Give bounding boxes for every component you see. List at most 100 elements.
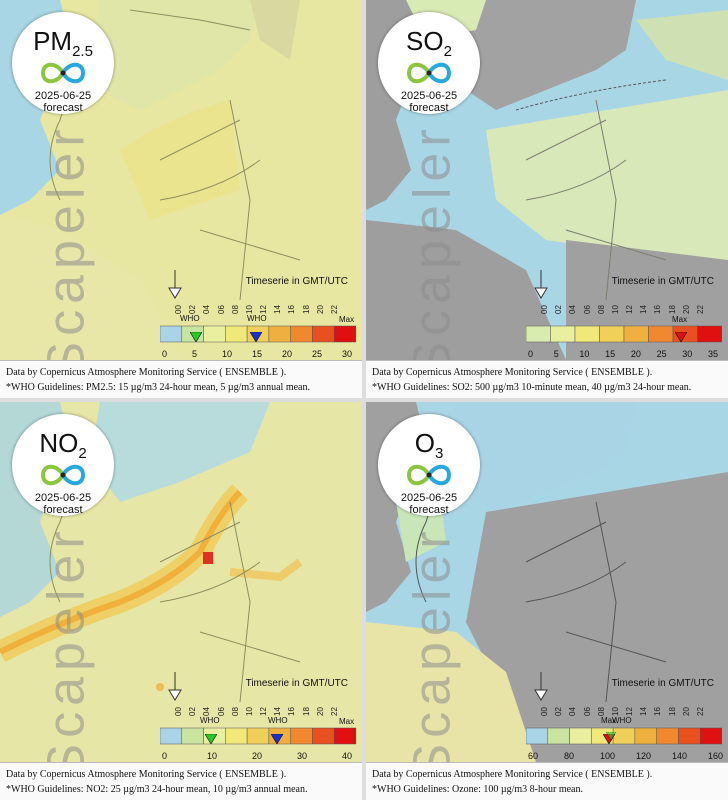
hour-tick[interactable]: 12 — [625, 305, 634, 314]
hour-tick[interactable]: 14 — [273, 707, 283, 716]
hour-tick[interactable]: 06 — [216, 707, 226, 716]
brand-watermark: Scapeler — [37, 525, 96, 779]
hour-tick[interactable]: 20 — [315, 305, 325, 314]
hour-tick[interactable]: 10 — [610, 707, 620, 716]
hour-tick[interactable]: 00 — [540, 305, 549, 314]
scale-swatch — [623, 325, 649, 343]
hour-tick[interactable]: 16 — [287, 707, 297, 716]
brand-watermark: Scapeler — [403, 123, 462, 377]
hour-tick[interactable]: 18 — [301, 305, 311, 314]
hour-tick[interactable]: 00 — [540, 707, 549, 716]
hour-tick[interactable]: 06 — [582, 707, 592, 716]
data-source-text: Data by Copernicus Atmosphere Monitoring… — [372, 367, 653, 378]
scale-swatch — [678, 727, 701, 745]
hour-timeline[interactable]: 00 02 04 06 08 10 12 14 16 18 20 22 — [538, 692, 708, 718]
hour-tick[interactable]: 14 — [639, 305, 649, 314]
forecast-date: 2025-06-25 — [34, 90, 92, 102]
scale-swatch — [333, 727, 356, 745]
hour-tick[interactable]: 16 — [653, 707, 663, 716]
scale-swatch — [550, 325, 576, 343]
hour-tick[interactable]: 14 — [639, 707, 649, 716]
hour-tick[interactable]: 18 — [301, 707, 311, 716]
scale-swatch — [526, 727, 549, 745]
hour-tick[interactable]: 04 — [568, 707, 578, 716]
who-marker-green-icon — [606, 732, 616, 740]
scale-swatch — [569, 727, 592, 745]
hour-tick[interactable]: 08 — [596, 305, 606, 314]
time-cursor-icon[interactable] — [534, 672, 548, 702]
scale-tick-label: 35 — [708, 349, 719, 359]
time-cursor-icon[interactable] — [534, 270, 548, 300]
hour-tick[interactable]: 16 — [287, 305, 297, 314]
infinity-logo-icon — [40, 62, 86, 84]
hour-tick[interactable]: 20 — [681, 707, 691, 716]
hour-tick[interactable]: 22 — [329, 305, 339, 314]
hour-tick[interactable]: 00 — [174, 707, 183, 716]
brand-watermark: Scapeler — [403, 525, 462, 779]
hour-tick[interactable]: 08 — [596, 707, 606, 716]
scale-swatch — [547, 727, 570, 745]
hour-tick[interactable]: 20 — [315, 707, 325, 716]
who-marker-blue-icon — [271, 734, 283, 744]
hour-tick[interactable]: 18 — [667, 707, 677, 716]
hour-timeline[interactable]: 00 02 04 06 08 10 12 14 16 18 20 22 — [172, 692, 342, 718]
pm25-map — [0, 0, 362, 360]
hour-tick[interactable]: 14 — [273, 305, 283, 314]
scale-tick-label: 10 — [222, 349, 233, 359]
hour-timeline[interactable]: 00 02 04 06 08 10 12 14 16 18 20 22 — [538, 290, 708, 316]
who-marker-blue-icon — [250, 332, 262, 342]
hour-tick[interactable]: 02 — [554, 707, 564, 716]
hour-tick[interactable]: 12 — [259, 305, 268, 314]
hour-tick[interactable]: 00 — [174, 305, 183, 314]
hour-tick[interactable]: 04 — [202, 305, 212, 314]
time-cursor-icon[interactable] — [168, 672, 182, 702]
hour-tick[interactable]: 02 — [554, 305, 564, 314]
scale-swatch — [648, 325, 674, 343]
scale-tick-label: 40 — [342, 751, 353, 761]
attribution-footer: Data by Copernicus Atmosphere Monitoring… — [0, 762, 362, 800]
scale-swatch — [225, 325, 248, 343]
scale-tick-label: 30 — [297, 751, 308, 761]
time-cursor-icon[interactable] — [168, 270, 182, 300]
scale-tick-label: 25 — [312, 349, 323, 359]
hour-tick[interactable]: 02 — [188, 305, 198, 314]
max-label: Max — [672, 315, 688, 324]
attribution-footer: Data by Copernicus Atmosphere Monitoring… — [366, 360, 728, 398]
hour-timeline[interactable]: 00 02 04 06 08 10 12 14 16 18 20 22 — [172, 290, 342, 316]
hour-tick[interactable]: 12 — [259, 707, 268, 716]
hour-tick[interactable]: 10 — [244, 707, 254, 716]
scale-swatch — [312, 325, 335, 343]
scale-tick-label: 30 — [342, 349, 353, 359]
scale-tick-label: 140 — [672, 751, 688, 761]
who-marker-green-icon — [205, 734, 217, 744]
hour-tick[interactable]: 22 — [695, 305, 705, 314]
hour-tick[interactable]: 22 — [329, 707, 339, 716]
scale-tick-label: 80 — [564, 751, 575, 761]
hour-tick[interactable]: 10 — [244, 305, 254, 314]
scale-tick-label: 5 — [192, 349, 198, 359]
hour-tick[interactable]: 10 — [610, 305, 620, 314]
who-label-1: WHO — [200, 716, 220, 725]
scale-swatch — [290, 325, 313, 343]
who-label-2: WHO — [268, 716, 288, 725]
hour-tick[interactable]: 02 — [188, 707, 198, 716]
hour-tick[interactable]: 20 — [681, 305, 691, 314]
hour-tick[interactable]: 06 — [216, 305, 226, 314]
who-guideline-text: *WHO Guidelines: NO2: 25 µg/m3 24-hour m… — [6, 784, 308, 795]
hour-tick[interactable]: 16 — [653, 305, 663, 314]
pollutant-title: O3 — [414, 428, 444, 462]
hour-tick[interactable]: 12 — [625, 707, 634, 716]
max-label: Max — [339, 315, 355, 324]
timeserie-label: Timeserie in GMT/UTC — [245, 678, 348, 689]
scale-swatch — [160, 727, 183, 745]
scale-swatch — [697, 325, 722, 343]
hour-tick[interactable]: 04 — [568, 305, 578, 314]
hour-tick[interactable]: 08 — [230, 305, 240, 314]
hour-tick[interactable]: 04 — [202, 707, 212, 716]
hour-tick[interactable]: 18 — [667, 305, 677, 314]
hour-tick[interactable]: 06 — [582, 305, 592, 314]
o3-panel: Scapeler O3 2025-06-25 forecast Timeseri… — [366, 402, 728, 800]
hour-tick[interactable]: 22 — [695, 707, 705, 716]
scale-swatch — [268, 325, 291, 343]
hour-tick[interactable]: 08 — [230, 707, 240, 716]
